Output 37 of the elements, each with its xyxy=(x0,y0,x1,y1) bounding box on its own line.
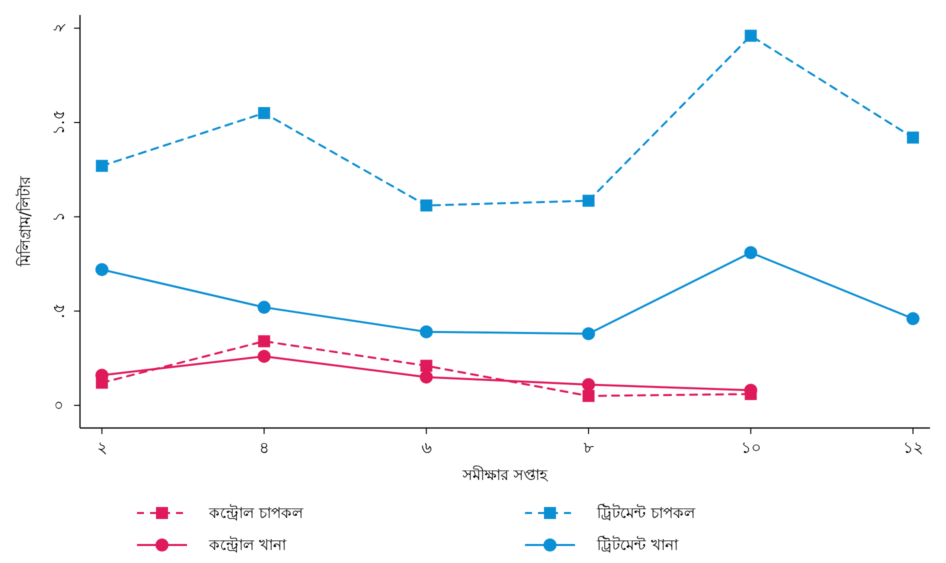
y-axis-title: মিলিগ্রাম/লিটার xyxy=(16,175,34,268)
y-tick-label: ১.৫ xyxy=(49,110,68,136)
legend-label: কন্ট্রোল চাপকল xyxy=(208,504,304,522)
point xyxy=(96,160,108,172)
x-tick-label: ২ xyxy=(96,438,107,457)
point xyxy=(582,390,595,402)
x-axis-title: সমীক্ষার সপ্তাহ xyxy=(462,466,548,484)
point xyxy=(258,350,271,363)
x-tick-label: ৮ xyxy=(584,438,595,457)
point xyxy=(258,300,271,314)
x-tick-label: ৪ xyxy=(259,438,270,457)
point xyxy=(744,388,757,400)
point xyxy=(582,194,595,207)
x-tick-label: ৬ xyxy=(421,438,432,457)
legend-label: কন্ট্রোল খানা xyxy=(208,536,287,554)
point xyxy=(582,327,596,340)
point xyxy=(420,370,433,384)
point xyxy=(582,378,596,392)
point xyxy=(420,199,432,212)
point xyxy=(420,325,433,338)
x-tick-label: ১২ xyxy=(902,438,923,457)
x-tick-label: ১০ xyxy=(740,438,761,457)
y-tick-label: ২ xyxy=(49,23,68,34)
point xyxy=(95,263,108,276)
y-tick-label: ০ xyxy=(49,400,68,410)
point xyxy=(258,107,270,120)
point xyxy=(744,246,758,260)
point xyxy=(906,132,919,144)
point xyxy=(96,376,108,389)
point xyxy=(906,312,920,326)
y-tick-label: .৫ xyxy=(49,304,68,319)
legend-label: ট্রিটমেন্ট চাপকল xyxy=(596,504,696,522)
legend-label: ট্রিটমেন্ট খানা xyxy=(596,536,679,554)
y-tick-label: ১ xyxy=(49,212,68,222)
point xyxy=(420,360,432,372)
point xyxy=(258,335,270,348)
point xyxy=(744,30,757,42)
